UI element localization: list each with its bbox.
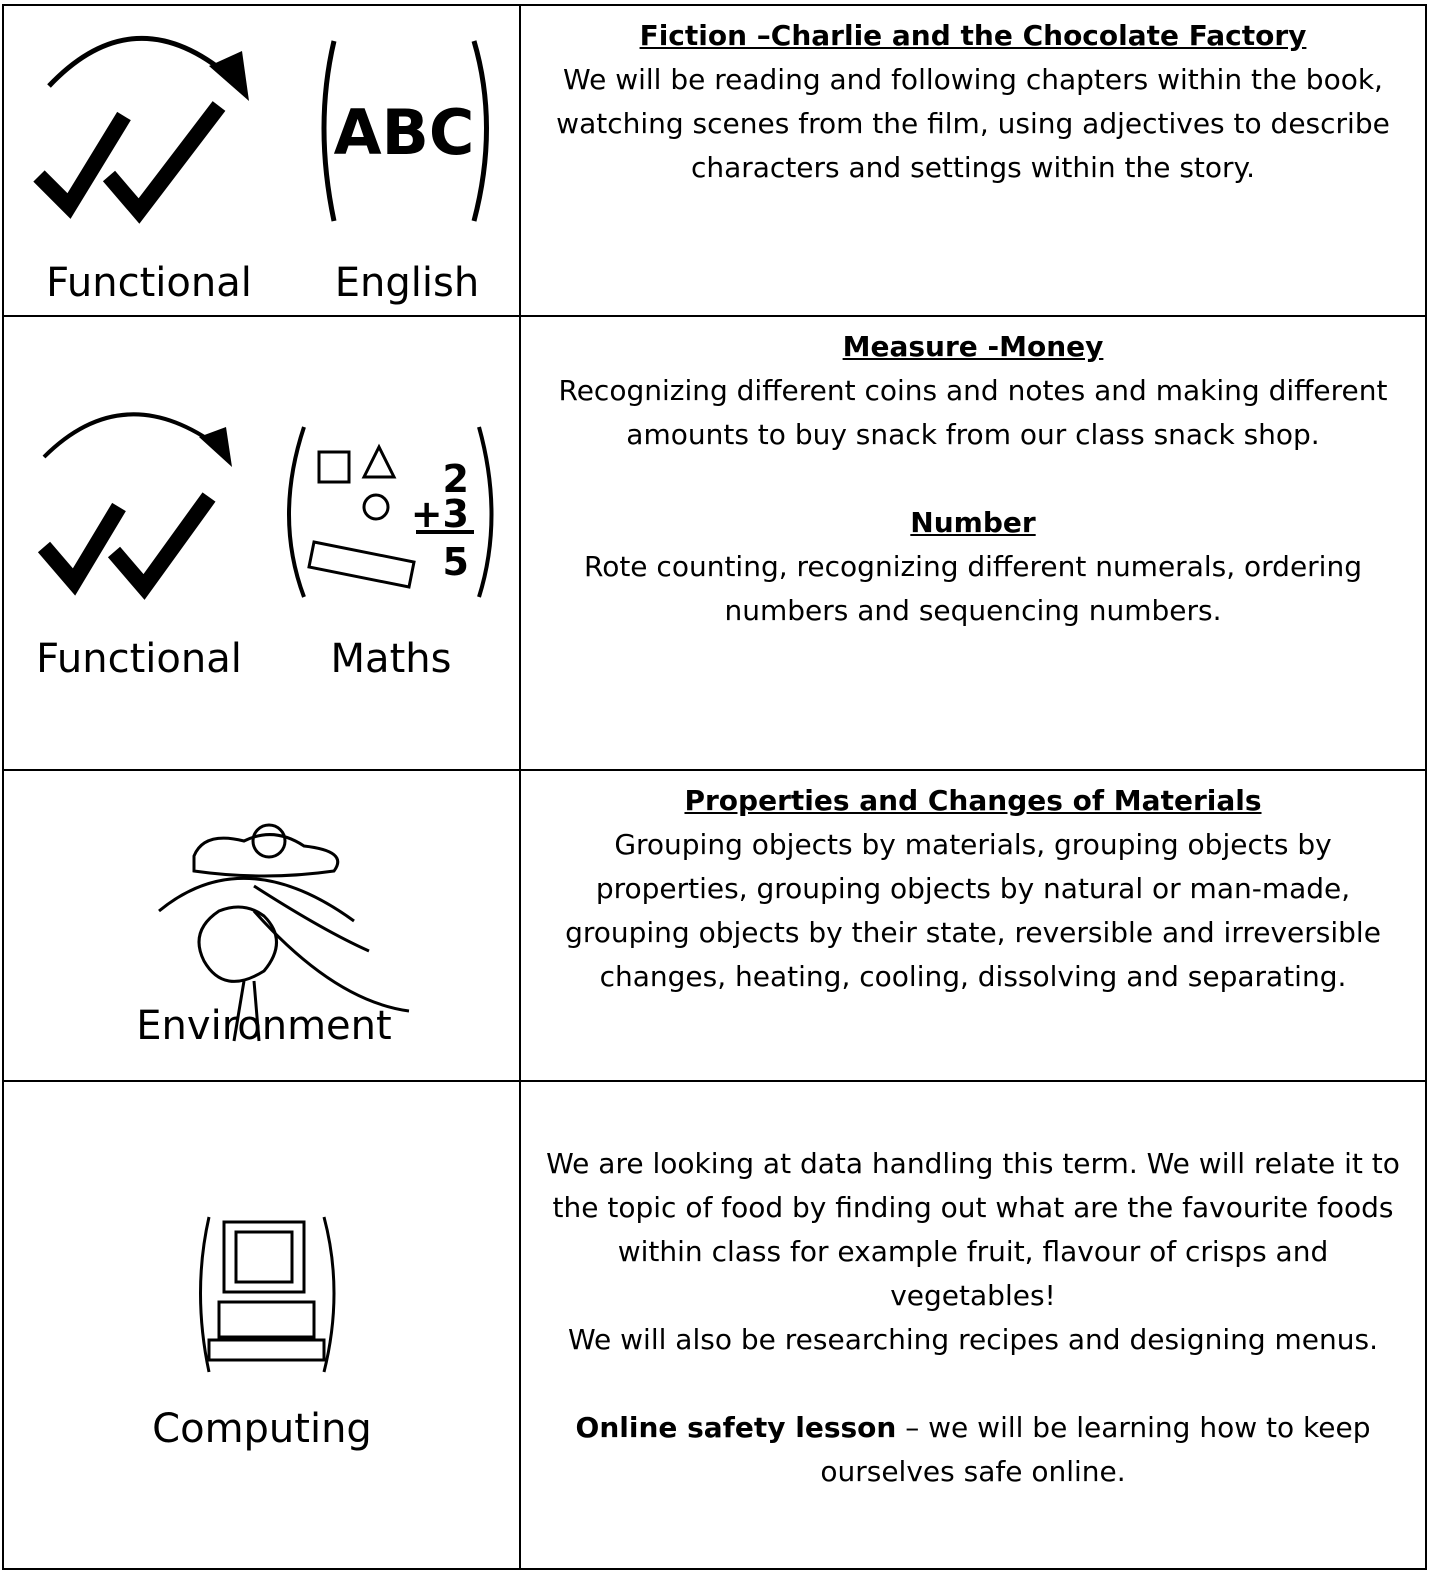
text-cell: Measure -Money Recognizing different coi… — [519, 315, 1427, 771]
label: Maths — [331, 636, 452, 682]
row: Computing We are looking at data handlin… — [2, 1080, 1427, 1570]
heading: Number — [910, 506, 1036, 539]
row: Environment Properties and Changes of Ma… — [2, 769, 1427, 1082]
icon-text: ABC — [334, 96, 475, 169]
heading: Fiction –Charlie and the Chocolate Facto… — [639, 19, 1307, 52]
text: Recognizing different coins and notes an… — [558, 374, 1388, 451]
text-cell: We are looking at data handling this ter… — [519, 1080, 1427, 1570]
row: 2 +3 5 Functional Maths Measure -Money R… — [2, 315, 1427, 771]
icon-text: +3 — [411, 492, 469, 536]
icon: Environment — [136, 823, 410, 1049]
icon: Computing — [152, 1216, 372, 1452]
row: ABC Functional English Fiction –Charlie … — [2, 4, 1427, 317]
icon-cell: ABC Functional English — [2, 4, 521, 317]
text: Rote counting, recognizing different num… — [584, 550, 1362, 627]
icon-text: 5 — [443, 540, 469, 584]
icon-cell: 2 +3 5 Functional Maths — [2, 315, 521, 771]
text-cell: Properties and Changes of Materials Grou… — [519, 769, 1427, 1082]
bold-text: Online safety lesson — [575, 1411, 897, 1444]
text: – we will be learning how to keep oursel… — [820, 1411, 1371, 1488]
text: We will also be researching recipes and … — [567, 1323, 1379, 1356]
label: Environment — [136, 1003, 391, 1049]
text: We are looking at data handling this ter… — [546, 1147, 1400, 1312]
label: Computing — [152, 1406, 372, 1452]
icon-cell: Environment — [2, 769, 521, 1082]
icon-text: 2 — [443, 457, 469, 501]
heading: Properties and Changes of Materials — [684, 784, 1262, 817]
icon: 2 +3 5 Functional Maths — [36, 412, 494, 682]
topic-table: ABC Functional English Fiction –Charlie … — [2, 4, 1427, 1570]
icon-cell: Computing — [2, 1080, 521, 1570]
text: We will be reading and following chapter… — [556, 63, 1390, 184]
icon: ABC Functional English — [33, 36, 489, 306]
label: Functional — [46, 260, 252, 306]
text: Grouping objects by materials, grouping … — [565, 828, 1381, 993]
text-cell: Fiction –Charlie and the Chocolate Facto… — [519, 4, 1427, 317]
text: Online safety lesson – we will be learni… — [535, 1406, 1411, 1494]
label: English — [335, 260, 479, 306]
heading: Measure -Money — [842, 330, 1104, 363]
label: Functional — [36, 636, 242, 682]
